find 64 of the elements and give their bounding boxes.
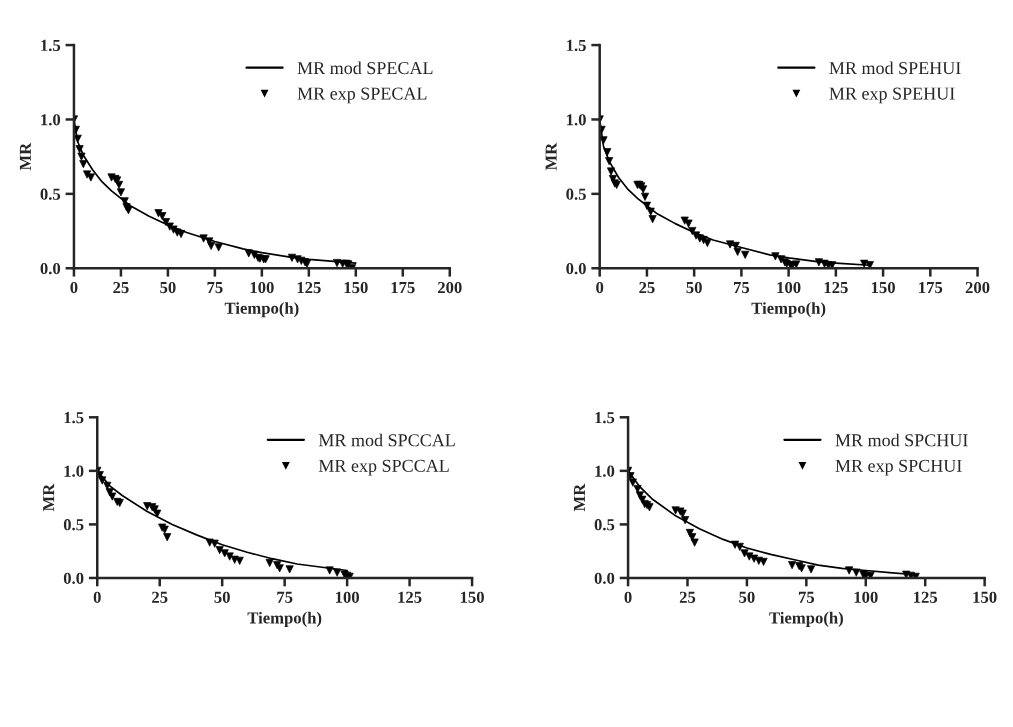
y-tick-label: 0.5 xyxy=(40,188,61,200)
x-tick-label: 50 xyxy=(739,591,755,603)
x-tick-label: 175 xyxy=(919,282,943,294)
x-tick-label: 175 xyxy=(391,282,415,294)
x-tick-label: 0 xyxy=(596,281,604,294)
legend-label: MR exp SPEHUI xyxy=(829,87,955,104)
y-tick-label: 1.0 xyxy=(64,465,84,477)
x-tick-label: 125 xyxy=(297,281,321,294)
x-tick-label: 50 xyxy=(214,591,230,603)
y-tick-label: 1.0 xyxy=(595,465,615,477)
y-axis-title: MR xyxy=(545,142,557,171)
x-tick-label: 150 xyxy=(344,281,368,294)
x-tick-label: 150 xyxy=(871,281,895,294)
y-tick-label: 1.5 xyxy=(64,412,84,424)
x-axis-title: Tiempo(h) xyxy=(769,611,843,627)
y-axis-title: MR xyxy=(43,483,55,512)
x-axis-title: Tiempo(h) xyxy=(751,302,826,318)
x-tick-label: 0 xyxy=(624,591,632,603)
y-tick-label: 0.0 xyxy=(594,572,615,584)
legend-label: MR mod SPCCAL xyxy=(318,433,455,447)
x-tick-label: 25 xyxy=(639,281,655,294)
x-axis-title: Tiempo(h) xyxy=(247,611,322,627)
x-tick-label: 150 xyxy=(460,591,484,603)
x-tick-label: 75 xyxy=(798,591,815,603)
y-axis-title: MR xyxy=(19,142,31,171)
x-tick-label: 150 xyxy=(973,591,997,603)
x-tick-label: 75 xyxy=(734,282,750,294)
y-axis-title: MR xyxy=(574,483,585,512)
x-tick-label: 200 xyxy=(965,281,990,294)
x-tick-label: 50 xyxy=(160,281,176,294)
legend-label: MR exp SPCCAL xyxy=(318,459,449,476)
y-tick-label: 1.5 xyxy=(595,412,615,424)
x-axis-title: Tiempo(h) xyxy=(224,302,299,318)
x-tick-label: 25 xyxy=(113,281,129,294)
x-tick-label: 200 xyxy=(437,281,462,294)
legend-label: MR exp SPECAL xyxy=(297,87,427,104)
y-tick-label: 0.5 xyxy=(594,519,615,531)
y-tick-label: 0.5 xyxy=(566,188,586,200)
y-tick-label: 0.0 xyxy=(63,572,84,584)
legend-label: MR mod SPECAL xyxy=(297,61,433,75)
x-tick-label: 50 xyxy=(686,281,702,294)
y-tick-label: 1.0 xyxy=(41,114,61,126)
x-tick-label: 0 xyxy=(70,281,78,294)
x-tick-label: 100 xyxy=(854,591,878,603)
y-tick-label: 1.0 xyxy=(567,114,586,126)
y-tick-label: 0.5 xyxy=(63,519,84,531)
y-tick-label: 0.0 xyxy=(566,262,586,275)
x-tick-label: 75 xyxy=(277,591,293,603)
x-tick-label: 100 xyxy=(335,591,359,603)
legend-label: MR exp SPCHUI xyxy=(835,459,962,476)
y-tick-label: 0.0 xyxy=(40,262,61,275)
x-tick-label: 25 xyxy=(679,591,696,603)
x-tick-label: 25 xyxy=(152,591,168,603)
x-tick-label: 0 xyxy=(93,591,101,603)
y-tick-label: 1.5 xyxy=(41,39,61,52)
y-tick-label: 1.5 xyxy=(567,39,586,52)
x-tick-label: 125 xyxy=(914,591,938,603)
x-tick-label: 100 xyxy=(250,281,274,294)
x-tick-label: 100 xyxy=(777,281,801,294)
x-tick-label: 125 xyxy=(398,591,422,603)
x-tick-label: 125 xyxy=(824,281,848,294)
legend-label: MR mod SPEHUI xyxy=(829,61,961,75)
x-tick-label: 75 xyxy=(207,282,223,294)
legend-label: MR mod SPCHUI xyxy=(835,433,968,447)
